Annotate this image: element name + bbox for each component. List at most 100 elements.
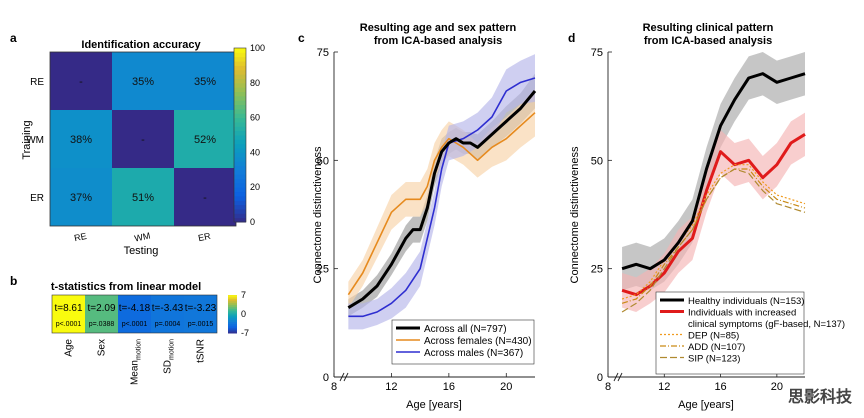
tstat-column-label: Sex [97, 339, 108, 356]
x-tick-label: 12 [385, 381, 397, 393]
colorbar-segment [234, 148, 246, 153]
x-tick-label: 16 [714, 381, 726, 393]
axis-break-mark [613, 372, 619, 382]
panel-letter-c: c [298, 31, 305, 45]
tstat-value-label: t=-4.18 [119, 303, 151, 314]
colorbar-segment [234, 113, 246, 119]
colorbar-segment [228, 306, 237, 309]
panel-c-subtitle: from ICA-based analysis [374, 35, 502, 47]
colorbar-segment [228, 312, 237, 315]
heatmap-cell-label: - [79, 76, 83, 88]
tstat-column-label: tSNR [196, 339, 207, 363]
panel-letter-b: b [10, 274, 17, 288]
colorbar-segment [234, 52, 246, 58]
colorbar-segment [228, 327, 237, 330]
colorbar-frame [233, 47, 247, 223]
axis-break-mark [339, 372, 345, 382]
colorbar-tick-label: 0 [250, 217, 255, 227]
confidence-band-individuals-with-increased [622, 112, 805, 313]
heatmap-cell-re-re [50, 52, 112, 110]
heatmap-row-label: ER [30, 193, 44, 204]
tstat-column-label-main: Age [64, 339, 75, 357]
colorbar-segment [228, 302, 237, 305]
colorbar-tick-label: 20 [250, 182, 260, 192]
legend-entry: Across all (N=797) [424, 324, 507, 335]
colorbar-segment [234, 100, 246, 106]
tstat-column-label: Age [64, 339, 75, 357]
series-line-dep-n-85 [621, 164, 806, 300]
panel-b-title: t-statistics from linear model [51, 281, 201, 293]
colorbar-segment [234, 156, 246, 162]
panel-c-title: Resulting age and sex pattern [360, 22, 517, 34]
colorbar-segment [234, 87, 246, 92]
confidence-band-across-females-n-430 [348, 88, 535, 308]
panel-letter-a: a [10, 31, 17, 45]
heatmap-cell-label: 51% [132, 192, 154, 204]
tstat-cell-age [52, 295, 85, 333]
colorbar-segment [228, 323, 237, 326]
tstat-p-label: p=.0004 [155, 321, 181, 328]
legend-entry: Healthy individuals (N=153) [688, 296, 804, 307]
heatmap-col-label: WM [134, 231, 152, 244]
heatmap-cell-label: 35% [194, 76, 216, 88]
tstat-value-label: t=8.61 [54, 303, 83, 314]
tstat-p-label: p<.0001 [122, 321, 148, 328]
tstat-cell-mean-motion [118, 295, 151, 333]
x-tick-label: 20 [771, 381, 783, 393]
series-line-individuals-with-increased [621, 133, 806, 297]
colorbar-segment [234, 126, 246, 132]
heatmap-cell-re-wm [112, 52, 174, 110]
heatmap-cell-label: 37% [70, 192, 92, 204]
axis-break-mark [343, 372, 349, 382]
tstat-p-label: p=.0015 [188, 321, 214, 328]
tstat-column-label: SDmotion [163, 339, 176, 374]
colorbar-segment [234, 65, 246, 71]
series-line-across-all-n-797 [347, 90, 537, 309]
colorbar-segment [234, 169, 246, 175]
legend-entry: SIP (N=123) [688, 354, 740, 365]
colorbar-segment [234, 91, 246, 97]
panel-d-xlabel: Age [years] [678, 399, 734, 411]
series-line-across-males-n-367 [348, 77, 536, 318]
colorbar-segment [234, 104, 246, 110]
heatmap-col-label: RE [73, 231, 87, 243]
tstat-p-label: p<.0001 [56, 321, 82, 328]
colorbar-segment [228, 317, 237, 321]
tstat-p-label: p=.0388 [89, 321, 115, 328]
legend-entry-cont: clinical symptoms (gF-based, N=137) [688, 319, 845, 330]
series-line-add-n-107 [621, 168, 806, 304]
colorbar-segment [228, 310, 237, 313]
x-tick-label: 8 [331, 381, 337, 393]
y-tick-label: 75 [591, 47, 603, 59]
colorbar-segment [234, 78, 246, 84]
heatmap-cell-re-er [174, 52, 236, 110]
colorbar-segment [234, 208, 246, 214]
y-tick-label: 0 [597, 372, 603, 384]
panel-d-title: Resulting clinical pattern [643, 22, 774, 34]
colorbar-segment [234, 182, 246, 188]
colorbar-segment [234, 152, 246, 158]
panel-b-tstat-strip: t-statistics from linear model t=8.61 p<.… [51, 281, 249, 385]
colorbar-segment [234, 143, 246, 149]
colorbar-segment [234, 165, 246, 171]
colorbar-segment [234, 48, 246, 53]
tstat-column-label: Meanmotion [130, 339, 143, 385]
colorbar-segment [228, 298, 237, 302]
x-tick-label: 12 [658, 381, 670, 393]
colorbar-segment [234, 82, 246, 88]
colorbar-segment [228, 331, 237, 334]
tstat-column-label-main: Sex [97, 339, 108, 356]
heatmap-cell-er-re [50, 168, 112, 226]
colorbar-segment [228, 325, 237, 328]
tstat-value-label: t=2.09 [87, 303, 116, 314]
y-tick-label: 50 [317, 155, 329, 167]
colorbar-tick-label: -7 [241, 328, 249, 338]
x-tick-label: 16 [443, 381, 455, 393]
colorbar-segment [234, 161, 246, 166]
panel-d-ylabel: Connectome distinctiveness [569, 146, 581, 283]
colorbar-segment [228, 329, 237, 332]
panel-c-xlabel: Age [years] [406, 399, 462, 411]
colorbar-segment [234, 204, 246, 210]
tstat-column-label-main: SD [163, 360, 174, 374]
